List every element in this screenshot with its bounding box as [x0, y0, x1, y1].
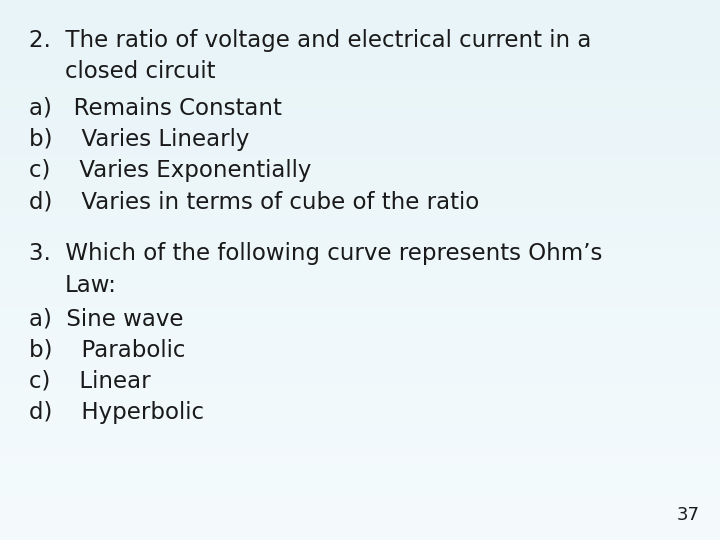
Text: b)    Parabolic: b) Parabolic	[29, 339, 185, 361]
Text: d)    Hyperbolic: d) Hyperbolic	[29, 401, 204, 424]
Text: b)    Varies Linearly: b) Varies Linearly	[29, 128, 249, 151]
Text: 37: 37	[677, 506, 700, 524]
Text: 2.  The ratio of voltage and electrical current in a: 2. The ratio of voltage and electrical c…	[29, 29, 591, 52]
Text: c)    Varies Exponentially: c) Varies Exponentially	[29, 159, 311, 182]
Text: closed circuit: closed circuit	[65, 60, 215, 83]
Text: c)    Linear: c) Linear	[29, 370, 150, 393]
Text: 3.  Which of the following curve represents Ohm’s: 3. Which of the following curve represen…	[29, 242, 602, 265]
Text: a)   Remains Constant: a) Remains Constant	[29, 97, 282, 119]
Text: a)  Sine wave: a) Sine wave	[29, 307, 184, 330]
Text: d)    Varies in terms of cube of the ratio: d) Varies in terms of cube of the ratio	[29, 191, 479, 213]
Text: Law:: Law:	[65, 274, 117, 296]
